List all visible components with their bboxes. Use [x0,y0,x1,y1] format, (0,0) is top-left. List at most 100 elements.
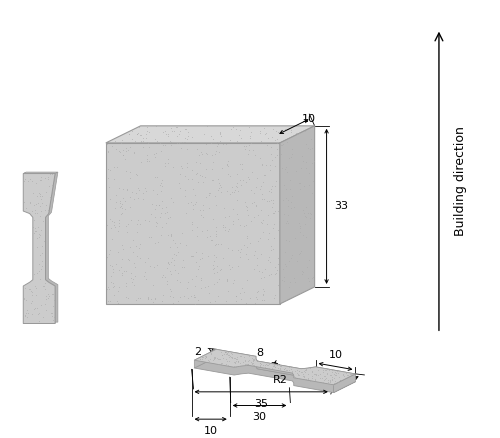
Point [232,293,239,300]
Point [250,299,258,306]
Point [141,259,149,266]
Point [256,359,264,366]
Point [252,174,260,181]
Point [208,139,216,146]
Point [234,358,242,365]
Point [34,310,42,317]
Point [206,358,214,365]
Point [242,362,250,369]
Point [263,141,271,148]
Point [42,188,50,195]
Point [212,148,220,155]
Point [298,165,306,172]
Point [267,247,275,254]
Point [225,225,233,232]
Point [328,369,336,376]
Point [300,209,308,216]
Point [264,212,272,219]
Point [296,224,304,231]
Point [224,362,232,369]
Point [236,176,244,183]
Point [115,283,123,290]
Point [282,138,290,145]
Point [240,241,248,248]
Point [180,264,188,271]
Point [42,307,50,314]
Point [46,310,54,317]
Point [260,172,268,179]
Point [248,169,256,176]
Point [328,377,336,384]
Point [218,254,226,261]
Point [210,261,218,268]
Point [306,146,314,153]
Point [164,131,172,138]
Point [136,220,144,227]
Point [165,261,173,268]
Point [31,210,39,217]
Point [36,202,44,209]
Point [310,158,318,165]
Point [246,240,254,247]
Point [242,360,250,367]
Point [116,197,124,204]
Point [284,363,292,370]
Point [22,310,30,317]
Point [202,149,210,156]
Point [250,356,258,363]
Point [116,264,124,271]
Point [281,365,289,372]
Point [159,129,167,136]
Point [33,304,41,311]
Point [256,138,264,145]
Point [282,194,290,201]
Point [163,208,171,215]
Point [168,259,175,266]
Point [117,211,125,218]
Point [303,264,311,271]
Point [110,176,118,183]
Point [282,164,290,171]
Point [109,269,117,276]
Point [232,364,240,371]
Point [164,260,172,267]
Point [283,168,291,175]
Point [42,295,50,302]
Point [231,354,239,361]
Point [228,264,236,271]
Point [296,289,304,296]
Point [188,175,196,182]
Point [26,176,34,183]
Point [32,291,40,298]
Point [172,123,179,130]
Point [282,125,290,132]
Point [188,134,196,141]
Point [321,372,329,379]
Point [212,223,220,230]
Point [260,287,268,294]
Point [132,189,140,196]
Point [305,182,313,189]
Point [28,298,36,305]
Point [290,373,298,380]
Point [330,371,338,378]
Point [176,170,184,177]
Point [21,311,29,318]
Point [214,176,222,183]
Point [178,230,186,237]
Point [183,159,191,166]
Point [212,355,220,362]
Point [306,377,314,384]
Point [234,187,242,194]
Point [275,152,283,159]
Point [172,132,180,139]
Point [41,300,49,307]
Point [328,376,336,383]
Point [300,367,308,374]
Point [104,297,112,304]
Point [265,364,273,371]
Point [103,141,111,148]
Point [262,130,270,137]
Point [212,233,220,240]
Point [281,249,289,256]
